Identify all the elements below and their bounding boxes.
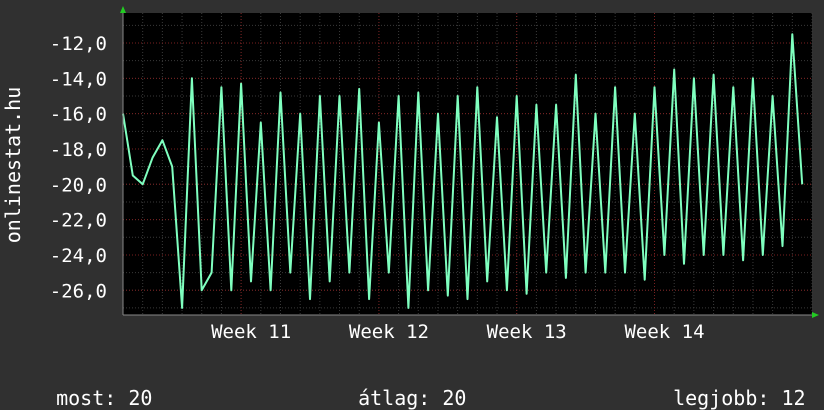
series-group — [122, 33, 804, 309]
best-label: legjobb: — [673, 386, 770, 410]
best-value: 12 — [781, 386, 806, 410]
average-label: átlag: — [358, 386, 431, 410]
y-tick-label: -24,0 — [50, 245, 107, 267]
y-tick-label: -26,0 — [50, 280, 107, 302]
grid — [122, 13, 813, 315]
x-tick-label: Week 13 — [487, 321, 567, 343]
footer-current: most: 20 — [32, 362, 152, 410]
y-tick-label: -18,0 — [50, 139, 107, 161]
x-axis-ticks: Week 11 Week 12 Week 13 Week 14 — [211, 321, 704, 343]
x-tick-label: Week 14 — [624, 321, 704, 343]
footer-best: legjobb: 12 — [649, 362, 806, 410]
current-label: most: — [56, 386, 117, 410]
series-line — [122, 33, 804, 309]
x-axis-arrow — [812, 312, 819, 318]
y-axis-arrow — [120, 6, 126, 13]
x-tick-label: Week 11 — [211, 321, 291, 343]
average-value: 20 — [442, 386, 467, 410]
y-tick-label: -22,0 — [50, 210, 107, 232]
y-tick-label: -14,0 — [50, 68, 107, 90]
y-tick-label: -16,0 — [50, 104, 107, 126]
y-axis-title: onlinestat.hu — [1, 87, 25, 244]
x-tick-label: Week 12 — [349, 321, 429, 343]
y-axis-ticks: -26,0 -24,0 -22,0 -20,0 -18,0 -16,0 -14,0 -12,0 — [50, 33, 107, 302]
y-tick-label: -20,0 — [50, 174, 107, 196]
y-tick-label: -12,0 — [50, 33, 107, 55]
current-value: 20 — [128, 386, 153, 410]
footer-average: átlag: 20 — [334, 362, 466, 410]
